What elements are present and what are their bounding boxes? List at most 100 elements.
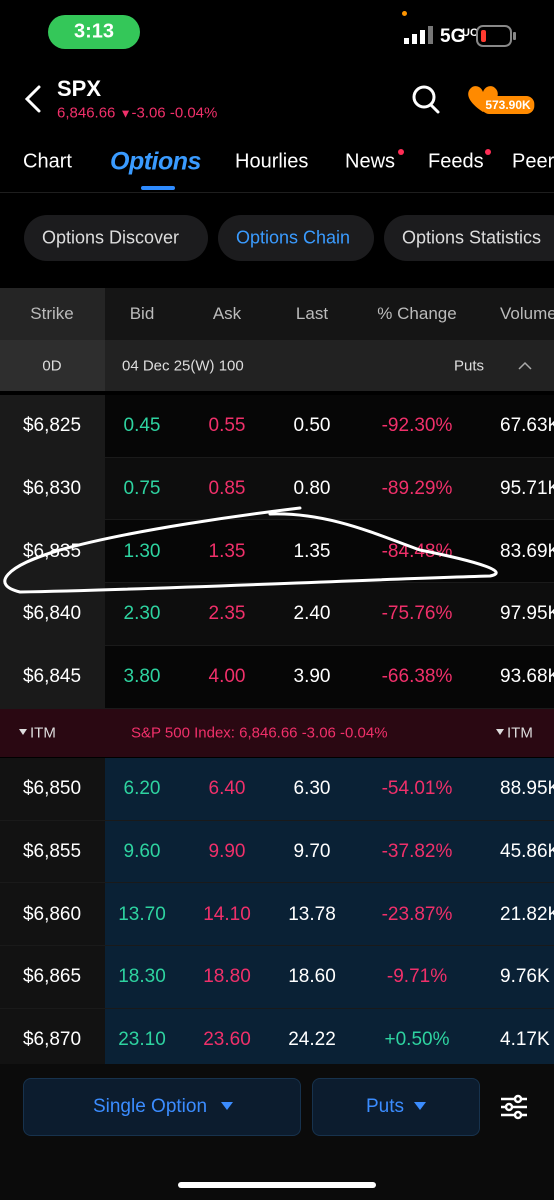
itm-center: S&P 500 Index: 6,846.66 -3.06 -0.04% [131, 724, 388, 742]
row-divider [0, 1007, 554, 1009]
network-suffix: UC [462, 27, 478, 39]
strike: $6,845 [22, 666, 82, 688]
status-time: 3:13 [73, 20, 115, 43]
last: 24.22 [288, 1029, 336, 1051]
strike-cell [0, 883, 105, 947]
side-button[interactable] [312, 1078, 480, 1136]
last: 0.50 [293, 415, 331, 437]
volume: 4.17K [500, 1029, 550, 1051]
tab-underline [141, 186, 175, 190]
signal-icon [404, 26, 433, 44]
followers-badge: 573.90K [481, 96, 535, 114]
itm-caret [19, 729, 27, 735]
itm-caret [496, 729, 504, 735]
volume: 88.95K [500, 778, 554, 800]
last: 6.30 [293, 778, 331, 800]
column-header: Volume [500, 304, 554, 323]
ask: 2.35 [208, 603, 246, 625]
column-header: Bid [129, 304, 155, 323]
bid: 2.30 [123, 603, 161, 625]
column-header: Last [295, 304, 329, 323]
side: Puts [454, 357, 485, 375]
group-strike-cell [0, 340, 105, 391]
subtab[interactable]: Options Statistics [402, 227, 542, 248]
pct-change: +0.50% [384, 1029, 450, 1051]
change-pct: -0.04% [169, 104, 218, 122]
strike: $6,870 [22, 1029, 82, 1051]
row-divider [0, 519, 554, 521]
side-label: Puts [365, 1096, 405, 1117]
volume: 9.76K [500, 966, 550, 988]
back-button[interactable] [22, 84, 44, 114]
strike: $6,830 [22, 478, 82, 500]
strike-cell [0, 645, 105, 709]
tab[interactable]: Feeds [428, 150, 484, 173]
bid: 0.75 [123, 478, 161, 500]
ask: 1.35 [208, 540, 246, 562]
last: 13.78 [288, 903, 336, 925]
column-header: Ask [212, 304, 242, 323]
row-divider [0, 882, 554, 884]
pct-change: -92.30% [381, 415, 453, 437]
subtab-pill [384, 215, 554, 261]
bid: 9.60 [123, 841, 161, 863]
bid: 18.30 [118, 966, 166, 988]
column-header: Strike [30, 304, 74, 323]
hand-drawn-circle [3, 506, 498, 594]
volume: 67.63K [500, 415, 554, 437]
home-indicator [178, 1182, 376, 1188]
row-divider [0, 707, 554, 709]
strike: $6,860 [22, 903, 82, 925]
tab[interactable]: Chart [23, 150, 72, 173]
indicator-dot [402, 11, 407, 16]
volume: 21.82K [500, 903, 554, 925]
pct-change: -54.01% [381, 778, 453, 800]
search-button[interactable] [411, 84, 441, 116]
change: -3.06 [131, 104, 166, 122]
last: 9.70 [293, 841, 331, 863]
mode-button[interactable] [23, 1078, 301, 1136]
tab[interactable]: News [345, 150, 396, 173]
column-header: % Change [377, 304, 457, 323]
strike-cell [0, 457, 105, 521]
pct-change: -66.38% [381, 666, 453, 688]
last: 18.60 [288, 966, 336, 988]
tab-active[interactable]: Options [110, 147, 201, 176]
tab[interactable]: Peers [512, 150, 554, 173]
ask: 0.85 [208, 478, 246, 500]
bid: 23.10 [118, 1029, 166, 1051]
pct-change: -37.82% [381, 841, 453, 863]
ask: 9.90 [208, 841, 246, 863]
mode-label: Single Option [92, 1096, 208, 1117]
quote-line: 6,846.66 ▼-3.06 -0.04% [57, 105, 217, 122]
volume: 97.95K [500, 603, 554, 625]
ask: 14.10 [203, 903, 251, 925]
strike: $6,850 [22, 778, 82, 800]
ask: 4.00 [208, 666, 246, 688]
subtab[interactable]: Options Discover [42, 227, 180, 248]
strike: $6,855 [22, 841, 82, 863]
filter-button[interactable] [500, 1094, 528, 1120]
bid: 6.20 [123, 778, 161, 800]
tab[interactable]: Hourlies [235, 150, 309, 173]
strike-cell [0, 758, 105, 821]
collapse-caret[interactable] [518, 361, 532, 371]
row-divider [0, 945, 554, 947]
strike-cell [0, 583, 105, 646]
pct-change: -84.48% [381, 540, 453, 562]
subtab-active[interactable]: Options Chain [236, 227, 351, 248]
itm-left: ITM [30, 724, 56, 742]
subtab-pill [24, 215, 208, 261]
battery-icon [476, 25, 516, 47]
ask: 23.60 [203, 1029, 251, 1051]
pct-change: -75.76% [381, 603, 453, 625]
strike: $6,825 [22, 415, 82, 437]
network: 5G [440, 26, 466, 47]
expiry: 04 Dec 25(W) 100 [122, 357, 244, 375]
header-strike-cell [0, 288, 105, 340]
last: 2.40 [293, 603, 331, 625]
volume: 93.68K [500, 666, 554, 688]
ask: 6.40 [208, 778, 246, 800]
strike-cell [0, 820, 105, 884]
